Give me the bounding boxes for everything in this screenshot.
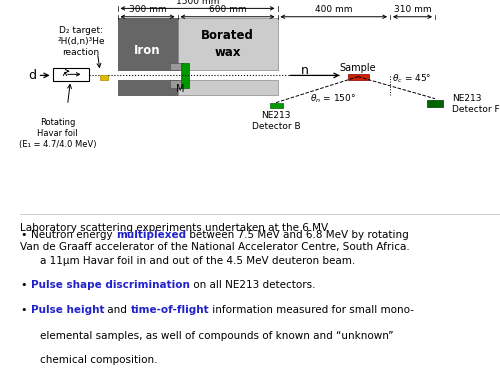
Text: between 7.5 MeV and 6.8 MeV by rotating: between 7.5 MeV and 6.8 MeV by rotating bbox=[186, 230, 409, 240]
Text: information measured for small mono-: information measured for small mono- bbox=[209, 305, 414, 315]
Bar bbox=[181, 63, 188, 88]
Text: 1500 mm: 1500 mm bbox=[176, 0, 219, 6]
Text: $\theta_c$ = 45°: $\theta_c$ = 45° bbox=[392, 72, 432, 85]
Text: a 11μm Havar foil in and out of the 4.5 MeV deuteron beam.: a 11μm Havar foil in and out of the 4.5 … bbox=[40, 256, 355, 266]
Text: Iron: Iron bbox=[134, 44, 161, 57]
Text: •: • bbox=[20, 305, 26, 315]
Bar bbox=[100, 76, 108, 80]
Text: on all NE213 detectors.: on all NE213 detectors. bbox=[190, 280, 316, 291]
Text: time-of-flight: time-of-flight bbox=[130, 305, 209, 315]
Text: and: and bbox=[104, 305, 130, 315]
Text: $\theta_n$ = 150°: $\theta_n$ = 150° bbox=[310, 92, 356, 105]
Text: Sample: Sample bbox=[340, 64, 376, 73]
Text: NE213
Detector F: NE213 Detector F bbox=[452, 94, 500, 114]
Bar bbox=[118, 18, 178, 70]
Text: multiplexed: multiplexed bbox=[116, 230, 186, 240]
Text: M: M bbox=[176, 84, 184, 94]
Bar bbox=[52, 68, 88, 81]
Text: d: d bbox=[28, 69, 36, 82]
Bar bbox=[178, 18, 278, 70]
Bar bbox=[348, 74, 368, 80]
Text: Van de Graaff accelerator of the National Accelerator Centre, South Africa.: Van de Graaff accelerator of the Nationa… bbox=[20, 242, 410, 252]
Text: 400 mm: 400 mm bbox=[315, 5, 352, 14]
Text: •: • bbox=[20, 230, 26, 240]
Text: 600 mm: 600 mm bbox=[208, 5, 246, 14]
Text: chemical composition.: chemical composition. bbox=[40, 355, 158, 365]
Bar bbox=[170, 80, 182, 88]
Bar bbox=[270, 102, 282, 108]
Text: Laboratory scattering experiments undertaken at the 6 MV: Laboratory scattering experiments undert… bbox=[20, 223, 328, 233]
Bar bbox=[178, 80, 278, 95]
Text: n: n bbox=[301, 64, 309, 77]
Text: Rotating
Havar foil
(E₁ = 4.7/4.0 MeV): Rotating Havar foil (E₁ = 4.7/4.0 MeV) bbox=[19, 118, 96, 149]
Text: D₂ target:
²H(d,n)³He
reaction: D₂ target: ²H(d,n)³He reaction bbox=[57, 26, 105, 58]
Bar bbox=[118, 80, 178, 95]
Text: Borated
wax: Borated wax bbox=[201, 29, 254, 59]
Text: Pulse shape discrimination: Pulse shape discrimination bbox=[31, 280, 190, 291]
Bar bbox=[170, 63, 182, 70]
Text: 300 mm: 300 mm bbox=[128, 5, 166, 14]
Text: 310 mm: 310 mm bbox=[394, 5, 432, 14]
Text: Neutron energy: Neutron energy bbox=[31, 230, 116, 240]
Text: elemental samples, as well of compounds of known and “unknown”: elemental samples, as well of compounds … bbox=[40, 331, 394, 341]
Text: •: • bbox=[20, 280, 26, 291]
Text: NE213
Detector B: NE213 Detector B bbox=[252, 111, 300, 131]
Text: Pulse height: Pulse height bbox=[31, 305, 104, 315]
